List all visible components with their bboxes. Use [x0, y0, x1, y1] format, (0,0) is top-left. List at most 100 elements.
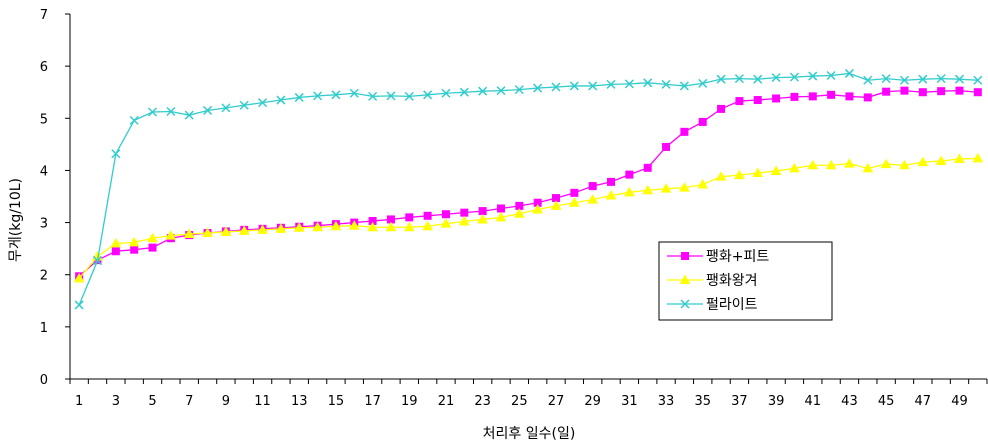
data-point [900, 86, 909, 95]
data-point [752, 167, 764, 178]
data-point [917, 156, 929, 167]
data-point [459, 87, 469, 97]
data-point [643, 78, 653, 88]
data-point [147, 232, 158, 243]
x-tick-label: 47 [915, 394, 932, 409]
data-point [790, 92, 799, 101]
data-point [607, 177, 616, 186]
series-line [78, 89, 978, 277]
y-axis-ticks: 0 1 2 3 4 5 6 7 [40, 8, 70, 388]
data-point [258, 98, 268, 108]
data-point [807, 159, 819, 170]
data-point [605, 189, 617, 200]
data-point [202, 227, 213, 237]
data-point [551, 82, 561, 92]
y-tick-label: 6 [40, 60, 48, 75]
x-tick-label: 7 [185, 394, 193, 409]
y-tick-label: 7 [40, 8, 48, 23]
data-point [128, 236, 140, 247]
data-point [844, 68, 854, 78]
x-tick-label: 15 [328, 394, 345, 409]
legend-item: 팽화왕겨 [667, 273, 758, 289]
data-point [148, 243, 157, 252]
data-point [458, 216, 470, 226]
data-point [825, 159, 837, 170]
y-tick-label: 2 [40, 269, 48, 284]
data-point [330, 220, 342, 231]
data-point [808, 92, 817, 101]
legend-label: 펄라이트 [706, 297, 758, 313]
data-point [624, 186, 635, 197]
x-tick-label: 25 [511, 394, 528, 409]
data-point [495, 211, 507, 222]
data-point [734, 74, 744, 84]
data-point [863, 75, 873, 85]
x-tick-label: 19 [401, 394, 418, 409]
series-2 [73, 152, 984, 283]
data-point [681, 252, 689, 260]
data-point [147, 107, 158, 117]
data-point [935, 155, 947, 166]
data-point [221, 103, 231, 113]
data-point [753, 74, 763, 84]
data-point [423, 90, 433, 100]
data-point [697, 178, 709, 189]
data-point [440, 218, 452, 228]
x-tick-label: 41 [804, 394, 821, 409]
x-tick-label: 23 [474, 394, 491, 409]
data-point [715, 171, 727, 181]
y-tick-label: 1 [40, 321, 48, 336]
data-point [110, 237, 122, 248]
data-point [899, 75, 910, 85]
x-tick-label: 9 [222, 394, 230, 409]
data-point [735, 97, 744, 106]
data-point [844, 158, 855, 168]
data-point [588, 182, 597, 191]
data-point [936, 74, 946, 84]
data-point [679, 274, 691, 284]
data-point [771, 73, 781, 83]
data-point [477, 213, 489, 224]
series-line [78, 72, 978, 306]
data-point [973, 88, 982, 97]
data-point [496, 86, 506, 96]
data-point [385, 221, 397, 232]
x-tick-label: 17 [364, 394, 381, 409]
data-point [405, 213, 414, 222]
data-point [496, 204, 505, 213]
y-tick-label: 5 [40, 112, 48, 127]
data-point [239, 100, 249, 110]
series-line [78, 157, 978, 279]
data-point [570, 188, 579, 197]
x-tick-label: 11 [254, 394, 271, 409]
data-point [642, 184, 654, 195]
data-point [513, 208, 525, 218]
data-point [422, 220, 433, 231]
data-point [937, 87, 946, 96]
legend-label: 팽화왕겨 [706, 273, 758, 289]
data-point [789, 162, 800, 173]
data-point [972, 152, 984, 163]
x-axis-title: 처리후 일수(일) [483, 426, 576, 441]
x-tick-label: 35 [694, 394, 711, 409]
data-point [772, 94, 781, 103]
data-point [478, 86, 488, 96]
x-tick-label: 27 [548, 394, 565, 409]
y-axis-title: 무게(kg/10L) [8, 178, 24, 262]
data-point [625, 170, 634, 179]
legend-label: 팽화+피트 [706, 249, 769, 265]
data-point [238, 225, 250, 235]
data-point [569, 81, 579, 91]
data-point [166, 106, 176, 117]
data-point [680, 299, 690, 309]
data-point [111, 149, 121, 159]
data-point [349, 88, 359, 98]
data-point [331, 90, 341, 100]
series-1 [75, 86, 982, 281]
y-tick-label: 4 [40, 164, 48, 179]
data-point [130, 245, 139, 254]
data-point [441, 88, 451, 98]
data-point [550, 200, 562, 210]
data-point [183, 228, 195, 239]
